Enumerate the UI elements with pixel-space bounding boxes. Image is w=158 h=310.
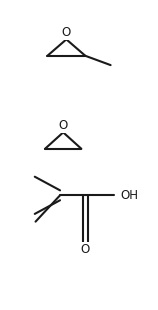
Text: O: O	[59, 119, 68, 132]
Text: O: O	[81, 243, 90, 256]
Text: O: O	[62, 26, 71, 39]
Text: OH: OH	[120, 189, 138, 202]
